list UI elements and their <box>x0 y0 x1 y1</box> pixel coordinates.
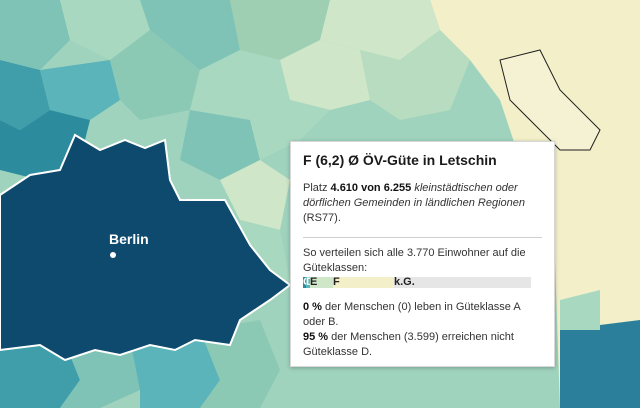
region-berlin[interactable] <box>0 133 292 362</box>
region-i <box>190 50 290 120</box>
region-b <box>60 0 150 60</box>
region-s <box>130 330 220 408</box>
region-g <box>40 60 120 120</box>
region-d <box>230 0 330 60</box>
stat-d-text: der Menschen (3.599) erreichen nicht Güt… <box>303 331 514 358</box>
region-tooltip: F (6,2) Ø ÖV-Güte in Letschin Platz 4.61… <box>290 141 555 367</box>
region-e <box>320 0 440 60</box>
distribution-text: So verteilen sich alle 3.770 Einwohner a… <box>303 247 526 274</box>
region-k <box>360 30 470 120</box>
region-o <box>220 160 290 230</box>
rank-code: (RS77). <box>303 212 341 224</box>
class-segment-f: F <box>333 277 394 288</box>
tooltip-rank-text: Platz 4.610 von 6.255 kleinstädtischen o… <box>303 181 542 226</box>
stat-ab-text: der Menschen (0) leben in Güteklasse A o… <box>303 301 521 328</box>
region-h <box>110 30 200 120</box>
stat-ab-value: 0 % <box>303 301 322 313</box>
tooltip-divider <box>303 237 542 238</box>
region-f <box>0 60 50 130</box>
class-segment-kg: k.G. <box>394 277 531 288</box>
city-label-berlin: Berlin <box>109 231 149 247</box>
rank-value: 4.610 von 6.255 <box>330 182 412 194</box>
stat-ab: 0 % der Menschen (0) leben in Güteklasse… <box>303 300 542 330</box>
rank-prefix: Platz <box>303 182 331 194</box>
region-j <box>280 40 370 110</box>
region-letschin-outline <box>499 49 601 151</box>
region-a <box>0 0 70 70</box>
class-segment-e: E <box>310 277 333 288</box>
region-v <box>560 290 600 330</box>
region-n <box>250 100 330 160</box>
stat-d: 95 % der Menschen (3.599) erreichen nich… <box>303 330 542 360</box>
region-m <box>180 110 260 180</box>
city-marker-dot <box>110 252 116 258</box>
class-segment-d: D <box>306 277 314 288</box>
tooltip-title: F (6,2) Ø ÖV-Güte in Letschin <box>303 152 497 168</box>
region-c <box>140 0 240 70</box>
region-u <box>560 320 640 408</box>
class-distribution-bar: C D E F k.G. <box>303 277 531 288</box>
stat-d-value: 95 % <box>303 331 329 343</box>
rank-category: kleinstädtischen oder dörflichen Gemeind… <box>303 182 525 209</box>
